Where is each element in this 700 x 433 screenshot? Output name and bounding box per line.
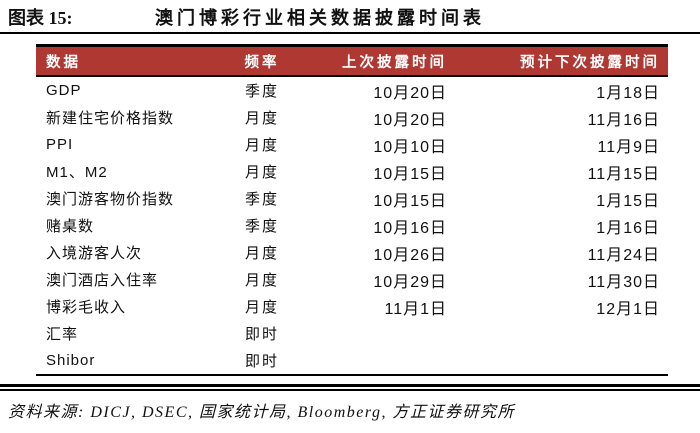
table-row: 新建住宅价格指数 月度 10月20日 11月16日 bbox=[36, 104, 668, 131]
cell-indicator: M1、M2 bbox=[46, 164, 108, 181]
cell-frequency: 月度 bbox=[244, 138, 279, 154]
cell-last-date: 10月15日 bbox=[373, 192, 447, 210]
cell-frequency: 月度 bbox=[244, 165, 279, 181]
cell-next-date: 11月30日 bbox=[587, 273, 660, 291]
table-row: 澳门酒店入住率 月度 10月29日 11月30日 bbox=[36, 266, 668, 293]
cell-frequency: 季度 bbox=[244, 192, 279, 208]
cell-frequency: 月度 bbox=[244, 300, 279, 316]
cell-frequency: 月度 bbox=[244, 246, 279, 262]
column-header-last-disclosure: 上次披露时间 bbox=[290, 45, 453, 77]
cell-indicator: 博彩毛收入 bbox=[46, 299, 127, 316]
cell-last-date: 10月20日 bbox=[373, 84, 447, 102]
column-header-next-disclosure: 预计下次披露时间 bbox=[453, 45, 668, 77]
table-row: 汇率 即时 bbox=[36, 320, 668, 347]
cell-indicator: GDP bbox=[46, 82, 82, 99]
cell-last-date: 10月26日 bbox=[373, 246, 447, 264]
title-divider bbox=[0, 32, 700, 34]
cell-next-date: 11月16日 bbox=[587, 111, 660, 129]
cell-frequency: 季度 bbox=[244, 84, 279, 100]
disclosure-schedule-table: 数据 频率 上次披露时间 预计下次披露时间 GDP 季度 10月20日 1月18… bbox=[36, 44, 668, 376]
table-header-row: 数据 频率 上次披露时间 预计下次披露时间 bbox=[36, 45, 668, 77]
source-line: 资料来源: DICJ, DSEC, 国家统计局, Bloomberg, 方正证券… bbox=[8, 404, 515, 421]
cell-last-date: 10月20日 bbox=[373, 111, 447, 129]
cell-indicator: 入境游客人次 bbox=[46, 245, 143, 262]
cell-last-date bbox=[290, 320, 453, 347]
table-row: 赌桌数 季度 10月16日 1月16日 bbox=[36, 212, 668, 239]
cell-last-date: 11月1日 bbox=[384, 300, 447, 318]
cell-indicator: Shibor bbox=[36, 347, 234, 376]
cell-frequency: 即时 bbox=[244, 327, 279, 343]
figure-label: 图表 15: bbox=[8, 8, 73, 28]
table-row: 入境游客人次 月度 10月26日 11月24日 bbox=[36, 239, 668, 266]
cell-last-date: 10月15日 bbox=[373, 165, 447, 183]
table-row: M1、M2 月度 10月15日 11月15日 bbox=[36, 158, 668, 185]
cell-next-date bbox=[453, 347, 668, 376]
table-row: 博彩毛收入 月度 11月1日 12月1日 bbox=[36, 293, 668, 320]
table-row: PPI 月度 10月10日 11月9日 bbox=[36, 131, 668, 158]
cell-frequency: 月度 bbox=[244, 273, 279, 289]
cell-next-date: 11月24日 bbox=[587, 246, 660, 264]
cell-next-date bbox=[453, 320, 668, 347]
table-row: 澳门游客物价指数 季度 10月15日 1月15日 bbox=[36, 185, 668, 212]
cell-next-date: 1月16日 bbox=[596, 219, 660, 237]
cell-last-date: 10月16日 bbox=[373, 219, 447, 237]
cell-frequency: 月度 bbox=[244, 111, 279, 127]
table-row: Shibor 即时 bbox=[36, 347, 668, 376]
figure-title: 澳门博彩行业相关数据披露时间表 bbox=[155, 8, 485, 28]
cell-indicator: 赌桌数 bbox=[46, 218, 95, 235]
cell-next-date: 12月1日 bbox=[596, 300, 660, 318]
column-header-frequency: 频率 bbox=[234, 45, 290, 77]
cell-next-date: 11月9日 bbox=[597, 138, 660, 156]
bottom-divider bbox=[0, 384, 700, 391]
column-header-data: 数据 bbox=[36, 45, 234, 77]
cell-last-date: 10月29日 bbox=[373, 273, 447, 291]
table-row: GDP 季度 10月20日 1月18日 bbox=[36, 76, 668, 104]
cell-indicator: PPI bbox=[46, 136, 74, 153]
cell-indicator: 澳门游客物价指数 bbox=[46, 191, 175, 208]
cell-indicator: 新建住宅价格指数 bbox=[46, 110, 175, 127]
cell-next-date: 1月18日 bbox=[596, 84, 660, 102]
cell-indicator: 汇率 bbox=[46, 326, 79, 343]
cell-last-date: 10月10日 bbox=[373, 138, 447, 156]
cell-last-date bbox=[290, 347, 453, 376]
cell-indicator: 澳门酒店入住率 bbox=[46, 272, 159, 289]
cell-frequency: 季度 bbox=[244, 219, 279, 235]
figure-header: 图表 15: 澳门博彩行业相关数据披露时间表 bbox=[0, 0, 700, 32]
cell-frequency: 即时 bbox=[234, 347, 290, 376]
cell-next-date: 1月15日 bbox=[596, 192, 660, 210]
cell-next-date: 11月15日 bbox=[587, 165, 660, 183]
report-figure: 图表 15: 澳门博彩行业相关数据披露时间表 数据 频率 上次披露时间 预计下次… bbox=[0, 0, 700, 421]
